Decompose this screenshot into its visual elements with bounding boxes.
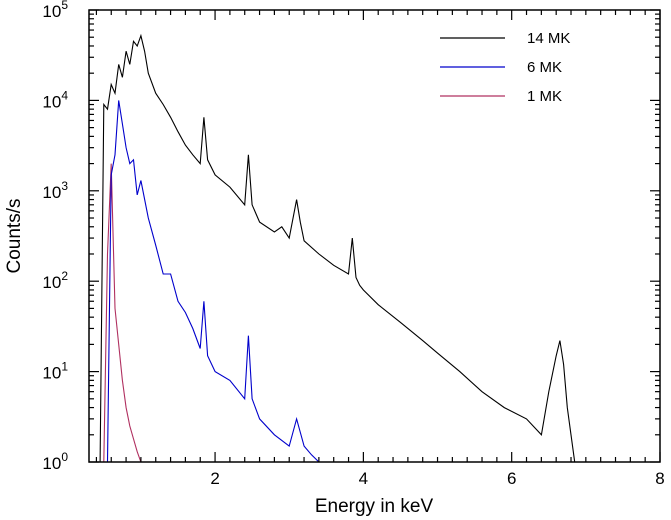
y-tick-label: 102 xyxy=(42,269,68,292)
x-tick-label: 6 xyxy=(507,469,516,488)
y-tick-label: 101 xyxy=(42,360,68,383)
y-axis-ticks: 100 101 102 103 104 105 xyxy=(42,0,660,473)
legend-label: 1 MK xyxy=(527,88,562,105)
x-axis-ticks: 2 4 6 8 xyxy=(95,10,665,488)
y-tick-label: 100 xyxy=(42,450,68,473)
legend-label: 6 MK xyxy=(527,59,562,76)
series-line-6-mk xyxy=(106,100,323,462)
legend-label: 14 MK xyxy=(527,30,570,47)
legend: 14 MK 6 MK 1 MK xyxy=(440,30,570,105)
series-line-1-mk xyxy=(103,163,142,462)
x-tick-label: 4 xyxy=(359,469,368,488)
series-line-14-mk xyxy=(99,33,576,462)
x-tick-label: 8 xyxy=(655,469,664,488)
y-axis-title: Counts/s xyxy=(4,199,25,274)
plot-area xyxy=(99,33,576,462)
x-tick-label: 2 xyxy=(210,469,219,488)
x-axis-title: Energy in keV xyxy=(315,496,434,517)
y-tick-label: 104 xyxy=(42,88,68,111)
y-tick-label: 105 xyxy=(42,0,68,21)
plot-frame xyxy=(88,9,661,463)
y-tick-label: 103 xyxy=(42,179,68,202)
